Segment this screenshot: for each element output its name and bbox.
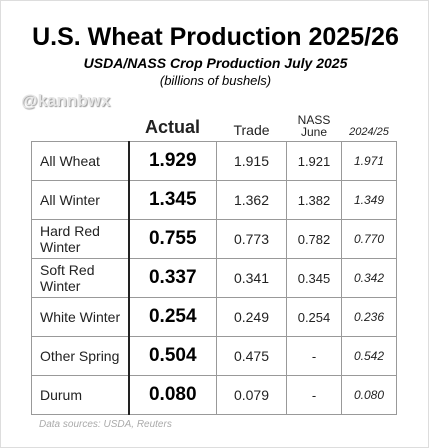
header-cell: Actual <box>144 117 200 137</box>
cell: 1.921 <box>286 141 342 181</box>
cell: 1.362 <box>216 180 287 220</box>
header-cell: 2024/25 <box>349 126 389 138</box>
cell: 0.079 <box>216 375 287 415</box>
row: Durum 0.080 0.079-0.080 <box>31 375 397 415</box>
cell: 0.773 <box>216 219 287 259</box>
header-cell: Trade <box>233 122 270 138</box>
cell: 1.349 <box>341 180 397 220</box>
cell: - <box>286 336 342 376</box>
cell: 0.504 <box>127 336 217 376</box>
row-label: Durum <box>31 375 129 415</box>
cell: 0.341 <box>216 258 287 298</box>
handle: @kannbwx <box>21 91 111 110</box>
row: Hard Red Winter 0.755 0.773 0.782 0.770 <box>31 219 397 259</box>
row: All Winter 1.345 1.362 1.382 1.349 <box>31 180 397 220</box>
cell: 0.342 <box>341 258 397 298</box>
row: All Wheat 1.929 1.915 1.921 1.971 <box>31 141 397 181</box>
row-label: Hard Red Winter <box>31 219 129 259</box>
cell: 0.345 <box>286 258 342 298</box>
cell: - <box>286 375 342 415</box>
cell: 0.755 <box>127 219 217 259</box>
cell: 0.080 <box>341 375 397 415</box>
row: Soft Red Winter 0.337 0.341 0.345 0.342 <box>31 258 397 298</box>
cell: 0.080 <box>127 375 217 415</box>
header-cell: NASS June <box>287 105 342 142</box>
cell: 0.254 <box>286 297 342 337</box>
row: White Winter 0.254 0.249 0.254 0.236 <box>31 297 397 337</box>
table: Actual Trade NASS June 2024/25 All Wheat 1.92… <box>31 105 397 415</box>
row: Other Spring 0.504 0.475-0.542 <box>31 336 397 376</box>
header-text: NASS June <box>297 113 331 139</box>
cell: 0.770 <box>341 219 397 259</box>
header-row: Actual Trade NASS June 2024/25 <box>32 105 397 142</box>
cell: 0.475 <box>216 336 287 376</box>
title: U.S. Wheat Production 2025/26 <box>32 23 399 51</box>
cell: 1.345 <box>127 180 217 220</box>
source: Data sources: USDA, Reuters <box>39 419 172 430</box>
cell: 1.971 <box>341 141 397 181</box>
cell: 0.254 <box>127 297 217 337</box>
row-label: All Wheat <box>31 141 129 181</box>
row-label: White Winter <box>31 297 129 337</box>
row-label: Other Spring <box>31 336 129 376</box>
subtitle: USDA/NASS Crop Production July 2025 <box>83 55 348 71</box>
row-label: All Winter <box>31 180 129 220</box>
header-cell <box>32 105 129 142</box>
row-label: Soft Red Winter <box>31 258 129 298</box>
cell: 0.236 <box>341 297 397 337</box>
cell: 0.337 <box>127 258 217 298</box>
cell: 1.382 <box>286 180 342 220</box>
cell: 0.782 <box>286 219 342 259</box>
cell: 0.249 <box>216 297 287 337</box>
cell: 0.542 <box>341 336 397 376</box>
units: (billions of bushels) <box>159 73 272 88</box>
cell: 1.915 <box>216 141 287 181</box>
cell: 1.929 <box>127 141 217 181</box>
